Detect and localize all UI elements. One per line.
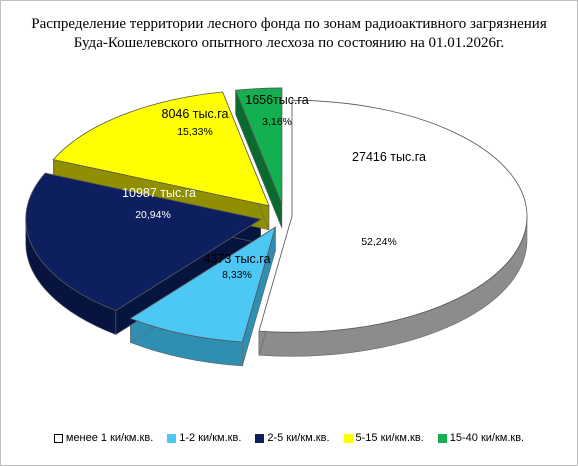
- slice-percent-label-4: 15,33%: [177, 126, 213, 138]
- legend-item-1: менее 1 ки/км.кв.: [53, 432, 154, 444]
- legend-label-2: 1-2 ки/км.кв.: [179, 432, 242, 444]
- legend-swatch-1: [53, 433, 63, 443]
- slice-value-label-4: 8046 тыс.га: [162, 107, 229, 121]
- pie-slice-1: [258, 99, 528, 333]
- legend-swatch-2: [167, 433, 177, 443]
- legend-item-3: 2-5 ки/км.кв.: [255, 432, 330, 444]
- legend-label-5: 15-40 ки/км.кв.: [449, 432, 525, 444]
- pie-chart: 27416 тыс.га 52,24% 4373 тыс.га 8,33% 10987 …: [25, 87, 528, 367]
- pie-slice-3: [25, 172, 262, 312]
- pie-slice-5: [234, 87, 283, 205]
- chart-legend: менее 1 ки/км.кв. 1-2 ки/км.кв. 2-5 ки/км.…: [1, 432, 577, 444]
- slice-value-label-3: 10987 тыс.га: [122, 186, 196, 200]
- slice-percent-label-3: 20,94%: [135, 209, 171, 221]
- chart-title-line-1: Распределение территории лесного фонда п…: [31, 16, 547, 32]
- slice-percent-label-5: 3,16%: [262, 116, 292, 128]
- legend-swatch-4: [343, 433, 353, 443]
- chart-title: Распределение территории лесного фонда п…: [1, 15, 577, 53]
- legend-item-5: 15-40 ки/км.кв.: [437, 432, 525, 444]
- legend-swatch-3: [255, 433, 265, 443]
- slice-percent-label-2: 8,33%: [222, 269, 252, 281]
- pie-labels: 27416 тыс.га 52,24% 4373 тыс.га 8,33% 10987 …: [122, 93, 426, 281]
- pie-tops: [25, 87, 528, 343]
- pie-slice-2: [129, 226, 277, 343]
- legend-label-1: менее 1 ки/км.кв.: [65, 432, 154, 444]
- slice-value-label-2: 4373 тыс.га: [204, 252, 271, 266]
- legend-label-3: 2-5 ки/км.кв.: [267, 432, 330, 444]
- legend-item-4: 5-15 ки/км.кв.: [343, 432, 424, 444]
- pie-slice-4: [52, 91, 270, 207]
- legend-item-2: 1-2 ки/км.кв.: [167, 432, 241, 444]
- chart-subtitle: Буда-Кошелевского опытного лесхоза по со…: [73, 35, 505, 51]
- legend-swatch-5: [437, 433, 447, 443]
- slice-value-label-5: 1656тыс.га: [245, 93, 309, 107]
- slice-value-label-1: 27416 тыс.га: [352, 150, 426, 164]
- slice-percent-label-1: 52,24%: [361, 236, 397, 248]
- legend-label-4: 5-15 ки/км.кв.: [355, 432, 424, 444]
